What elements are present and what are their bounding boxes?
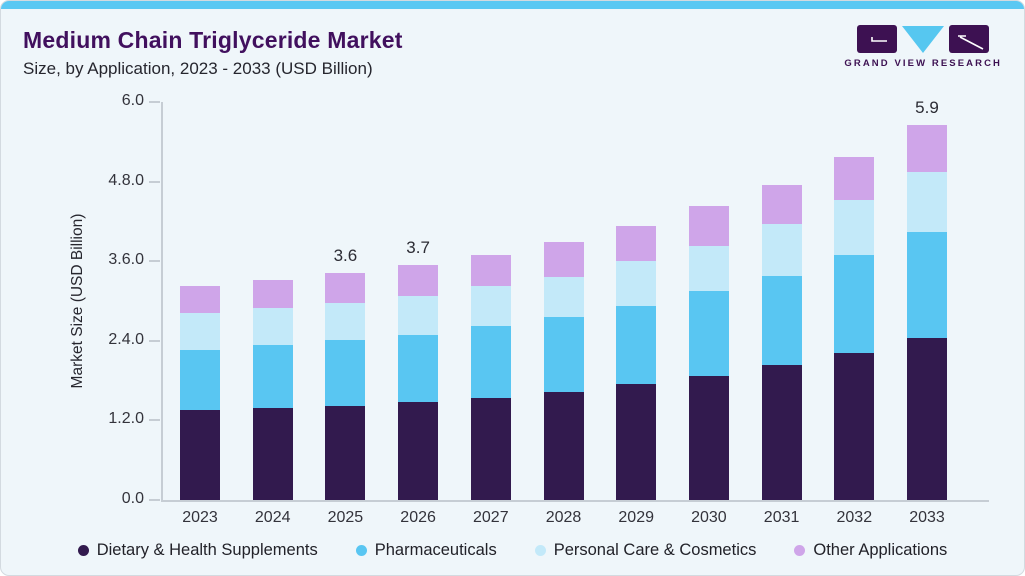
- bar-segment-2025: [325, 302, 366, 340]
- x-tick-label-2031: 2031: [763, 509, 800, 526]
- bar-segment-2031: [761, 185, 802, 224]
- bar-segment-2025: [325, 405, 366, 500]
- x-axis-line: [161, 500, 989, 502]
- y-tick: [149, 339, 160, 342]
- page-title: Medium Chain Triglyceride Market: [23, 27, 403, 53]
- legend-item-dietary-health-supplements: Dietary & Health Supplements: [77, 540, 318, 560]
- bar-segment-2029: [616, 225, 657, 261]
- bar-segment-2033: [907, 337, 947, 500]
- bar-segment-2031: [761, 223, 802, 277]
- bar-segment-2028: [543, 316, 584, 392]
- bar-segment-2030: [688, 206, 729, 247]
- legend-item-other-applications: Other Applications: [794, 541, 947, 560]
- bar-segment-2029: [616, 306, 657, 385]
- bar-segment-2023: [180, 409, 220, 500]
- bar-segment-2032: [834, 199, 875, 256]
- legend-item-pharmaceuticals: Pharmaceuticals: [355, 540, 497, 560]
- y-axis-title: Market Size (USD Billion): [69, 213, 86, 389]
- gvr-logo-icon: [857, 25, 990, 53]
- legend-label: Pharmaceuticals: [374, 540, 497, 559]
- legend-label: Other Applications: [813, 540, 948, 559]
- y-tick: [149, 499, 160, 501]
- grand-view-research-logo: GRAND VIEW RESEARCH: [844, 25, 1002, 69]
- y-tick-label: 0.0: [121, 490, 144, 507]
- legend-swatch-other-applications-icon: [794, 544, 806, 556]
- x-tick-label-2028: 2028: [545, 509, 582, 526]
- bar-segment-2032: [834, 255, 875, 354]
- bar-segment-2024: [252, 407, 293, 500]
- bar-segment-2032: [834, 157, 875, 200]
- legend-label: Personal Care & Cosmetics: [553, 540, 757, 559]
- bar-segment-2030: [688, 375, 729, 500]
- bar-segment-2025: [325, 339, 366, 406]
- y-tick-label: 6.0: [121, 92, 144, 109]
- x-tick-label-2033: 2033: [909, 509, 945, 526]
- bar-segment-2030: [688, 246, 729, 291]
- bar-segment-2033: [907, 171, 947, 233]
- bar-segment-2028: [543, 391, 584, 500]
- bar-segment-2027: [470, 255, 511, 286]
- legend-label: Dietary & Health Supplements: [96, 540, 318, 559]
- x-tick-label-2025: 2025: [327, 509, 364, 526]
- bar-segment-2026: [398, 264, 439, 296]
- top-accent-bar: [1, 1, 1024, 9]
- x-tick-label-2026: 2026: [400, 509, 436, 526]
- bar-segment-2024: [252, 307, 293, 345]
- y-tick-label: 1.2.0: [108, 410, 144, 428]
- legend-item-personal-care-cosmetics: Personal Care & Cosmetics: [534, 540, 757, 560]
- bar-segment-2027: [470, 325, 511, 399]
- legend-swatch-personal-care-icon: [534, 544, 546, 556]
- y-tick: [149, 260, 160, 263]
- x-tick-label-2030: 2030: [691, 509, 727, 526]
- y-axis-line: [161, 102, 163, 500]
- bar-segment-2026: [398, 402, 439, 500]
- bar-segment-2023: [180, 285, 220, 313]
- y-tick: [149, 180, 160, 183]
- bar-segment-2026: [398, 295, 439, 336]
- bar-segment-2029: [616, 384, 657, 500]
- bar-segment-2027: [470, 285, 511, 326]
- bar-segment-2030: [688, 290, 729, 376]
- bar-segment-2028: [543, 241, 584, 277]
- bar-segment-2033: [907, 232, 947, 338]
- bar-segment-2025: [325, 272, 366, 303]
- y-tick-label: 2.4.0: [108, 330, 144, 348]
- bar-segment-2026: [398, 335, 439, 403]
- legend-swatch-dietary-icon: [77, 544, 89, 556]
- bar-segment-2023: [180, 313, 220, 350]
- x-tick-label-2023: 2023: [182, 509, 218, 526]
- bar-segment-2028: [543, 276, 584, 317]
- bar-segment-2031: [761, 276, 802, 366]
- x-tick-label-2029: 2029: [618, 509, 654, 526]
- bar-value-label: 5.9: [915, 97, 939, 117]
- bar-segment-2029: [616, 260, 657, 306]
- bar-segment-2024: [252, 279, 293, 308]
- logo-brand-text: GRAND VIEW RESEARCH: [844, 58, 1002, 69]
- y-tick: [149, 101, 160, 103]
- bar-segment-2032: [834, 353, 875, 500]
- bar-segment-2027: [470, 398, 511, 500]
- y-tick-label: 3.6.0: [108, 251, 144, 269]
- bar-segment-2031: [761, 365, 802, 500]
- bar-value-label: 3.6: [333, 245, 358, 265]
- x-tick-label-2024: 2024: [254, 509, 291, 526]
- bar-segment-2023: [180, 349, 220, 410]
- legend-swatch-pharmaceuticals-icon: [355, 544, 367, 556]
- y-tick-label: 4.8.0: [108, 171, 144, 189]
- y-tick: [149, 419, 160, 422]
- chart-legend: Dietary & Health Supplements Pharmaceuti…: [1, 536, 1024, 564]
- bar-segment-2033: [907, 124, 947, 172]
- bar-segment-2024: [252, 344, 293, 408]
- page-subtitle: Size, by Application, 2023 - 2033 (USD B…: [23, 59, 373, 78]
- x-tick-label-2032: 2032: [836, 509, 873, 526]
- x-tick-label-2027: 2027: [473, 509, 509, 526]
- bar-value-label: 3.7: [406, 237, 430, 257]
